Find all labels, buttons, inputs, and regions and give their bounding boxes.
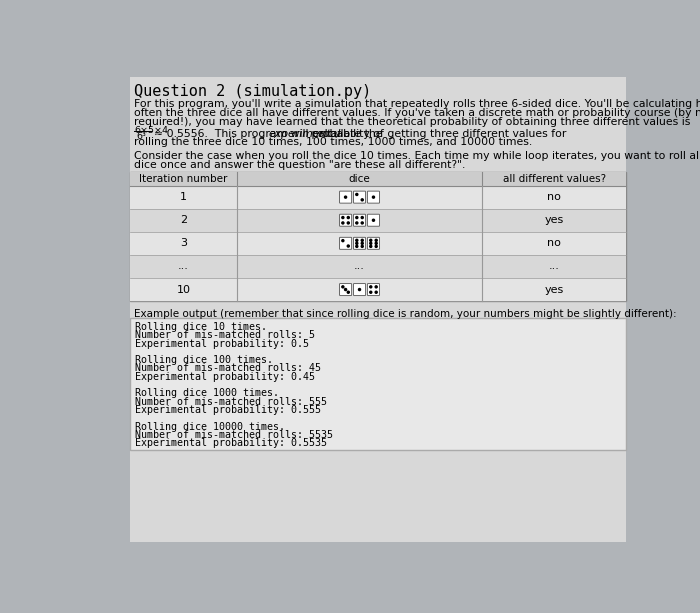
Circle shape (342, 216, 344, 219)
Circle shape (347, 291, 349, 293)
Text: Rolling dice 100 times.: Rolling dice 100 times. (135, 355, 273, 365)
Text: 1: 1 (180, 192, 187, 202)
Text: Number of mis-matched rolls: 555: Number of mis-matched rolls: 555 (135, 397, 327, 407)
Text: Number of mis-matched rolls: 5535: Number of mis-matched rolls: 5535 (135, 430, 332, 440)
Text: Iteration number: Iteration number (139, 173, 228, 184)
Bar (130, 172, 626, 186)
Text: experimental: experimental (269, 129, 341, 139)
FancyBboxPatch shape (340, 214, 351, 226)
Text: Experimental probability: 0.45: Experimental probability: 0.45 (135, 371, 315, 382)
Text: probability of getting three different values for: probability of getting three different v… (307, 129, 566, 139)
Text: Experimental probability: 0.5535: Experimental probability: 0.5535 (135, 438, 327, 448)
Text: yes: yes (545, 215, 564, 225)
Text: Consider the case when you roll the dice 10 times. Each time my while loop itera: Consider the case when you roll the dice… (134, 151, 700, 161)
FancyBboxPatch shape (368, 284, 379, 295)
Text: 3: 3 (180, 238, 187, 248)
Text: dice once and answer the question "are these all different?".: dice once and answer the question "are t… (134, 160, 466, 170)
Circle shape (347, 216, 349, 219)
Text: Number of mis-matched rolls: 5: Number of mis-matched rolls: 5 (135, 330, 315, 340)
Circle shape (356, 239, 358, 242)
FancyBboxPatch shape (354, 214, 365, 226)
Text: ≈ 0.5556.  This program will calculate the: ≈ 0.5556. This program will calculate th… (154, 129, 386, 139)
Text: no: no (547, 192, 561, 202)
Circle shape (361, 242, 363, 245)
Bar (130, 278, 626, 301)
Circle shape (375, 291, 377, 293)
Text: dice: dice (349, 173, 370, 184)
Text: required!), you may have learned that the theoretical probability of obtaining t: required!), you may have learned that th… (134, 116, 690, 127)
Circle shape (342, 240, 344, 242)
Text: Question 2 (simulation.py): Question 2 (simulation.py) (134, 83, 371, 99)
Circle shape (361, 239, 363, 242)
Text: 6×5×4: 6×5×4 (134, 126, 168, 134)
Circle shape (370, 286, 372, 288)
Text: Experimental probability: 0.5: Experimental probability: 0.5 (135, 338, 309, 349)
Circle shape (361, 245, 363, 248)
Circle shape (370, 245, 372, 248)
Text: Rolling dice 10000 times.: Rolling dice 10000 times. (135, 422, 285, 432)
Circle shape (375, 242, 377, 245)
Circle shape (375, 245, 377, 248)
Circle shape (375, 286, 377, 288)
Circle shape (361, 199, 363, 201)
Circle shape (344, 289, 346, 291)
Text: For this program, you'll write a simulation that repeatedly rolls three 6-sided : For this program, you'll write a simulat… (134, 99, 700, 109)
Circle shape (342, 222, 344, 224)
Circle shape (375, 239, 377, 242)
Text: ...: ... (354, 262, 365, 272)
Text: 2: 2 (180, 215, 187, 225)
Text: Experimental probability: 0.555: Experimental probability: 0.555 (135, 405, 321, 415)
Circle shape (356, 222, 358, 224)
Text: Number of mis-matched rolls: 45: Number of mis-matched rolls: 45 (135, 364, 321, 373)
Bar (130, 172, 626, 301)
Text: rolling the three dice 10 times, 100 times, 1000 times, and 10000 times.: rolling the three dice 10 times, 100 tim… (134, 137, 532, 148)
Circle shape (342, 286, 344, 288)
FancyBboxPatch shape (368, 191, 379, 203)
FancyBboxPatch shape (354, 237, 365, 249)
Bar (130, 255, 626, 278)
FancyBboxPatch shape (340, 284, 351, 295)
Circle shape (370, 239, 372, 242)
Circle shape (344, 196, 346, 198)
Text: ...: ... (178, 262, 189, 272)
Circle shape (372, 219, 375, 221)
Circle shape (356, 216, 358, 219)
Circle shape (372, 196, 375, 198)
Text: Example output (remember that since rolling dice is random, your numbers might b: Example output (remember that since roll… (134, 309, 677, 319)
FancyBboxPatch shape (354, 284, 365, 295)
Text: 6³: 6³ (136, 132, 146, 141)
Circle shape (356, 194, 358, 196)
Circle shape (370, 242, 372, 245)
Text: Rolling dice 10 times.: Rolling dice 10 times. (135, 322, 267, 332)
Circle shape (356, 242, 358, 245)
Circle shape (370, 291, 372, 293)
Text: Rolling dice 1000 times.: Rolling dice 1000 times. (135, 389, 279, 398)
Circle shape (361, 222, 363, 224)
Bar (130, 186, 626, 208)
Bar (130, 232, 626, 255)
FancyBboxPatch shape (368, 237, 379, 249)
FancyBboxPatch shape (368, 214, 379, 226)
Circle shape (347, 222, 349, 224)
Text: all different values?: all different values? (503, 173, 606, 184)
Bar (130, 318, 626, 451)
Text: 10: 10 (176, 284, 190, 294)
Circle shape (361, 216, 363, 219)
Text: no: no (547, 238, 561, 248)
Bar (130, 208, 626, 232)
Circle shape (358, 289, 361, 291)
FancyBboxPatch shape (340, 237, 351, 249)
Text: often the three dice all have different values. If you've taken a discrete math : often the three dice all have different … (134, 108, 700, 118)
FancyBboxPatch shape (340, 191, 351, 203)
Text: ...: ... (549, 262, 559, 272)
Circle shape (347, 245, 349, 247)
Text: yes: yes (545, 284, 564, 294)
Circle shape (356, 245, 358, 248)
FancyBboxPatch shape (354, 191, 365, 203)
